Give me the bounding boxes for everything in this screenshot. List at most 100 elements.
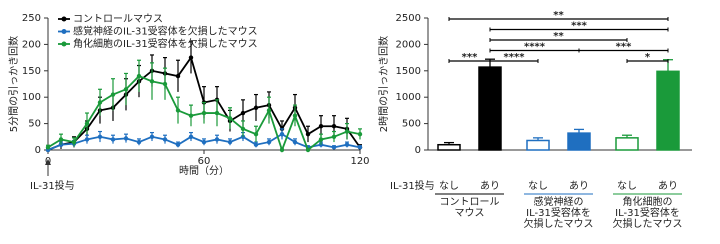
point	[175, 142, 181, 147]
x-tick-label: あり	[480, 180, 500, 192]
bar	[656, 70, 680, 151]
group-label: IL-31受容体を	[615, 206, 680, 219]
x-tick-label: 120	[350, 156, 369, 167]
x-tick-label: なし	[528, 180, 548, 192]
point	[344, 142, 350, 147]
significance-label: ***	[616, 42, 632, 53]
y-tick-label: 150	[22, 66, 41, 77]
y-tick-label: 500	[402, 119, 421, 130]
point	[266, 139, 272, 145]
significance-label: ***	[462, 52, 478, 63]
point	[305, 131, 311, 137]
point	[357, 131, 363, 137]
point	[240, 126, 246, 132]
y-tick-label: 2000	[396, 39, 421, 50]
point	[136, 139, 142, 145]
y-tick-label: 0	[35, 145, 41, 156]
point	[188, 113, 194, 118]
point	[227, 139, 233, 145]
point	[149, 134, 155, 139]
point	[188, 55, 194, 60]
point	[318, 137, 324, 142]
point	[331, 124, 337, 129]
point	[253, 131, 259, 137]
bar	[526, 139, 550, 151]
group-label: 欠損したマウス	[524, 217, 594, 230]
y-tick-label: 0	[415, 145, 421, 156]
y-axis-label: 5分間の引っかき回数	[7, 36, 20, 132]
point	[305, 147, 311, 153]
point	[97, 100, 103, 105]
significance-label: ****	[504, 52, 526, 63]
y-tick-label: 2500	[396, 13, 421, 24]
x-tick-label: あり	[658, 180, 678, 192]
y-tick-label: 50	[28, 119, 41, 130]
point	[253, 142, 259, 147]
point	[162, 137, 168, 142]
significance-label: **	[553, 31, 564, 42]
legend-label: 角化細胞のIL-31受容体を欠損したマウス	[73, 37, 258, 50]
legend-marker	[61, 16, 67, 22]
bar	[478, 66, 502, 151]
x-tick-label: 60	[198, 156, 211, 167]
point	[123, 87, 129, 92]
y-tick-label: 1000	[396, 92, 421, 103]
group-label: 感覚神経の	[534, 195, 584, 208]
bar	[567, 132, 591, 151]
point	[266, 108, 272, 113]
bar	[437, 143, 461, 151]
point	[331, 134, 337, 139]
point	[344, 129, 350, 134]
point	[123, 136, 129, 141]
group-label: コントロール	[440, 197, 500, 208]
x-axis-label: 時間（分）	[179, 165, 229, 177]
point	[110, 92, 116, 97]
legend-marker	[61, 41, 67, 47]
point	[292, 139, 298, 145]
point	[162, 81, 168, 87]
point	[292, 113, 298, 118]
point	[357, 145, 363, 150]
point	[175, 73, 181, 79]
point	[84, 137, 90, 142]
point	[136, 73, 142, 79]
point	[227, 116, 233, 121]
bar	[615, 137, 639, 151]
y-tick-label: 1500	[396, 66, 421, 77]
point	[214, 110, 220, 116]
category-axis-label: IL-31投与	[390, 179, 435, 192]
y-tick-label: 200	[22, 39, 41, 50]
y-tick-label: 250	[22, 13, 41, 24]
point	[279, 147, 285, 153]
significance-label: ***	[571, 21, 587, 32]
group-label: 角化細胞の	[623, 195, 673, 208]
significance-label: *	[645, 52, 651, 63]
legend-label: コントロールマウス	[73, 13, 163, 25]
point	[331, 145, 337, 150]
point	[45, 145, 51, 150]
point	[201, 110, 207, 116]
y-tick-label: 100	[22, 92, 41, 103]
point	[240, 110, 246, 116]
point	[279, 131, 285, 137]
x-tick-label: なし	[439, 180, 459, 192]
point	[201, 139, 207, 145]
point	[110, 137, 116, 142]
legend-marker	[61, 29, 67, 34]
point	[214, 137, 220, 142]
point	[71, 139, 77, 145]
significance-label: **	[553, 10, 564, 21]
point	[175, 108, 181, 113]
point	[188, 134, 194, 139]
arrow-head	[45, 159, 51, 165]
point	[253, 105, 259, 110]
point	[84, 121, 90, 126]
point	[149, 79, 155, 84]
group-label: マウス	[455, 207, 485, 219]
group-label: 欠損したマウス	[613, 217, 683, 230]
point	[318, 124, 324, 129]
legend-label: 感覚神経のIL-31受容体を欠損したマウス	[73, 25, 258, 38]
point	[97, 134, 103, 139]
x-tick-label: あり	[569, 180, 589, 192]
